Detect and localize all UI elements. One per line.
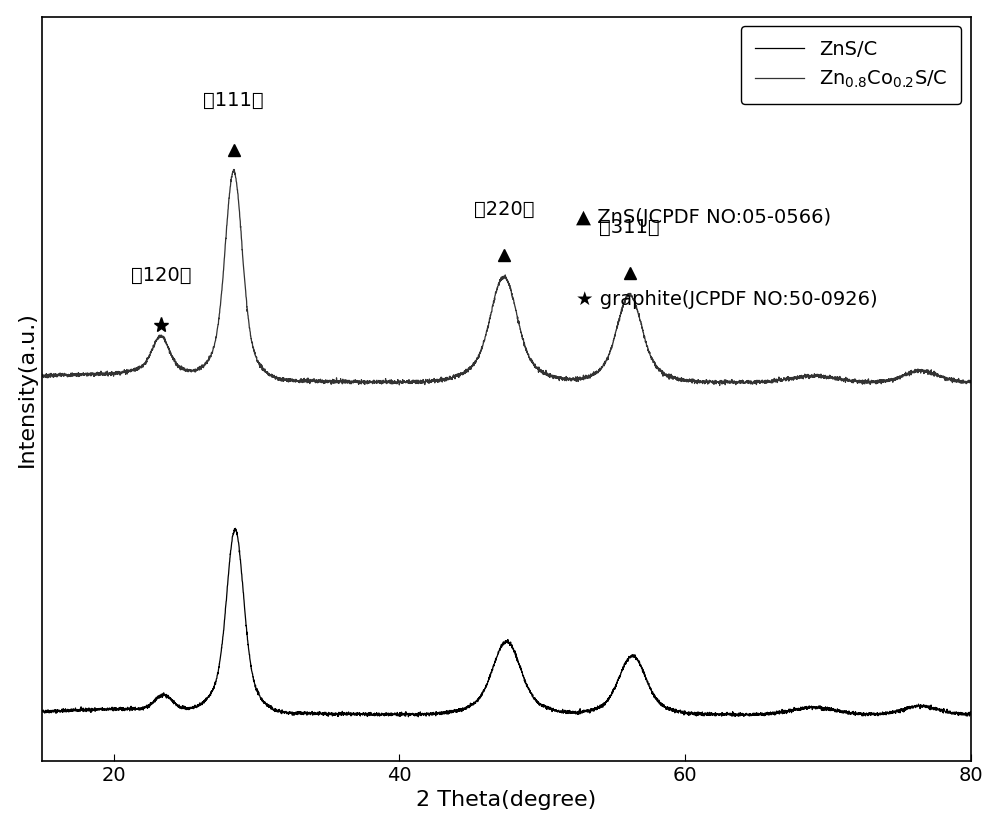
Zn$_{0.8}$Co$_{0.2}$S/C — [36, 370, 48, 380]
Zn$_{0.8}$Co$_{0.2}$S/C — [391, 377, 403, 387]
Text: ★ graphite(JCPDF NO:50-0926): ★ graphite(JCPDF NO:50-0926) — [576, 290, 878, 309]
Text: （111）: （111） — [203, 91, 264, 110]
Zn$_{0.8}$Co$_{0.2}$S/C — [730, 377, 742, 387]
Line: Zn$_{0.8}$Co$_{0.2}$S/C: Zn$_{0.8}$Co$_{0.2}$S/C — [42, 170, 971, 385]
ZnS/C — [730, 711, 742, 721]
Zn$_{0.8}$Co$_{0.2}$S/C — [205, 351, 217, 361]
Zn$_{0.8}$Co$_{0.2}$S/C — [714, 380, 726, 390]
X-axis label: 2 Theta(degree): 2 Theta(degree) — [416, 791, 597, 810]
Zn$_{0.8}$Co$_{0.2}$S/C — [228, 165, 240, 174]
Line: ZnS/C: ZnS/C — [42, 528, 971, 717]
ZnS/C — [391, 707, 403, 717]
Y-axis label: Intensity(a.u.): Intensity(a.u.) — [17, 311, 37, 466]
ZnS/C — [800, 701, 812, 711]
ZnS/C — [205, 688, 217, 698]
Zn$_{0.8}$Co$_{0.2}$S/C — [640, 339, 652, 349]
Text: （311）: （311） — [599, 218, 660, 237]
Zn$_{0.8}$Co$_{0.2}$S/C — [800, 371, 812, 381]
Legend: ZnS/C, Zn$_{0.8}$Co$_{0.2}$S/C: ZnS/C, Zn$_{0.8}$Co$_{0.2}$S/C — [741, 26, 961, 103]
Zn$_{0.8}$Co$_{0.2}$S/C — [593, 365, 605, 375]
ZnS/C — [402, 712, 414, 722]
ZnS/C — [965, 710, 977, 720]
ZnS/C — [229, 523, 241, 533]
Text: ▲ ZnS(JCPDF NO:05-0566): ▲ ZnS(JCPDF NO:05-0566) — [576, 208, 831, 227]
Zn$_{0.8}$Co$_{0.2}$S/C — [965, 378, 977, 388]
Text: （120）: （120） — [131, 266, 191, 285]
ZnS/C — [594, 704, 606, 714]
Text: （220）: （220） — [474, 199, 534, 218]
ZnS/C — [36, 706, 48, 716]
ZnS/C — [641, 674, 653, 684]
